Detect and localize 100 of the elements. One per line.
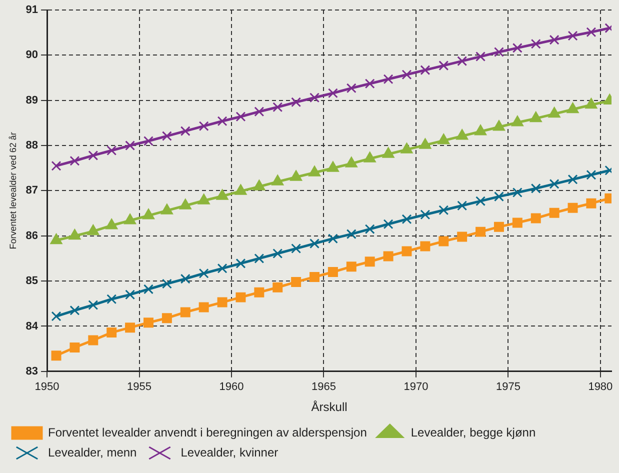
y-tick-label: 86 — [26, 230, 38, 242]
point — [511, 116, 524, 126]
y-tick-label: 85 — [26, 275, 38, 288]
x-tick-label: 1975 — [496, 381, 520, 394]
point — [512, 218, 522, 228]
point — [494, 222, 504, 232]
point — [345, 156, 358, 168]
point — [383, 251, 394, 262]
point — [346, 262, 356, 272]
point — [162, 131, 172, 142]
point — [346, 229, 356, 240]
y-axis-title: Forventet levealder ved 62 år — [8, 132, 18, 250]
point — [419, 138, 432, 149]
point — [180, 126, 190, 136]
point — [216, 189, 228, 200]
x-tick-label: 1980 — [588, 381, 613, 394]
point — [328, 234, 338, 244]
point — [70, 156, 80, 166]
point — [125, 322, 136, 333]
point — [88, 335, 98, 346]
point — [308, 166, 320, 176]
point — [566, 102, 579, 114]
point — [476, 52, 486, 62]
point — [457, 56, 468, 66]
point — [530, 183, 541, 194]
point — [88, 150, 98, 160]
point — [88, 300, 98, 310]
point — [236, 258, 246, 268]
point — [144, 318, 154, 328]
point — [364, 152, 376, 162]
point — [586, 198, 596, 208]
point — [51, 350, 62, 361]
point — [568, 30, 578, 41]
point — [327, 161, 339, 172]
point — [144, 284, 154, 294]
y-tick-label: 83 — [26, 365, 38, 378]
point — [346, 83, 356, 94]
point — [50, 234, 62, 244]
point — [234, 184, 247, 195]
x-tick-label: 1960 — [219, 381, 244, 394]
point — [383, 219, 394, 230]
point — [586, 27, 596, 38]
point — [457, 232, 468, 242]
point — [217, 116, 228, 126]
point — [125, 290, 136, 300]
point — [125, 140, 136, 151]
point — [364, 78, 375, 89]
legend-label: Levealder, menn — [48, 445, 137, 460]
point — [364, 256, 375, 267]
point — [236, 112, 246, 122]
point — [51, 311, 62, 322]
point — [217, 263, 228, 274]
point — [254, 253, 264, 264]
point — [530, 38, 541, 49]
point — [402, 214, 412, 224]
point — [70, 305, 80, 316]
point — [402, 70, 412, 80]
point — [438, 60, 449, 71]
y-tick-label: 90 — [26, 49, 38, 62]
point — [400, 142, 413, 154]
point — [493, 120, 505, 131]
point — [310, 238, 320, 249]
point — [328, 88, 338, 98]
point — [420, 241, 430, 252]
point — [457, 200, 468, 211]
point — [180, 307, 190, 318]
point — [217, 297, 228, 308]
point — [494, 47, 504, 58]
point — [179, 198, 192, 210]
point — [530, 112, 542, 122]
point — [290, 170, 302, 181]
y-tick-label: 88 — [26, 140, 38, 152]
point — [530, 213, 541, 224]
point — [420, 210, 430, 220]
legend-label: Levealder, kvinner — [180, 445, 278, 460]
point — [198, 194, 210, 204]
point — [254, 287, 264, 298]
point — [272, 282, 283, 292]
point — [549, 178, 560, 189]
point — [291, 97, 302, 108]
point — [272, 248, 283, 258]
point — [68, 229, 81, 240]
point — [549, 34, 560, 45]
point — [382, 147, 394, 158]
point — [144, 136, 154, 146]
point — [272, 102, 283, 112]
legend-label: Forventet levealder anvendt i beregningen av alderspensjon — [48, 425, 367, 440]
point — [328, 267, 338, 278]
point — [180, 274, 190, 284]
point — [364, 224, 375, 234]
point — [198, 302, 209, 312]
point — [438, 134, 450, 144]
point — [310, 272, 320, 282]
y-tick-label: 87 — [26, 184, 38, 197]
point — [106, 218, 118, 230]
x-axis-title: Årskull — [311, 400, 348, 414]
point — [106, 328, 117, 338]
point — [106, 294, 117, 304]
point — [51, 160, 62, 171]
point — [310, 92, 320, 103]
